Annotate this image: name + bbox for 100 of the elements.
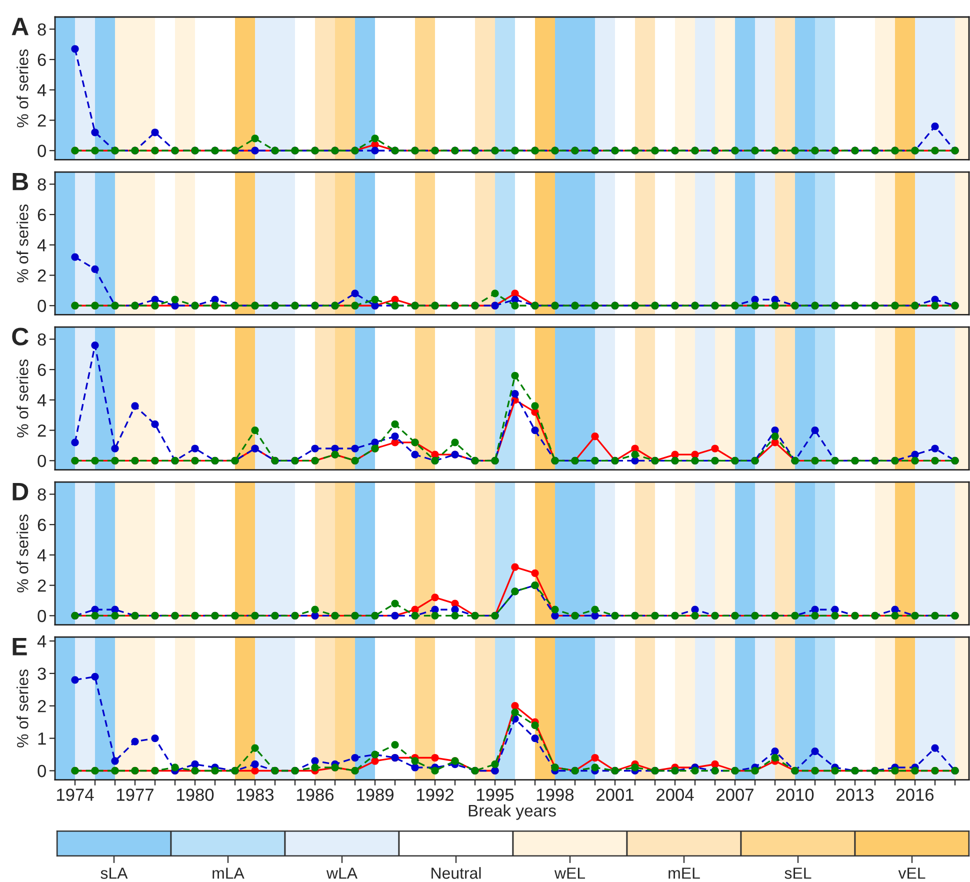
point	[411, 764, 419, 772]
point	[591, 764, 599, 772]
x-tick-label: 1998	[537, 788, 574, 801]
y-tick-label: 6	[38, 364, 46, 376]
point	[551, 606, 559, 614]
point	[351, 754, 359, 762]
point	[391, 420, 399, 428]
point	[531, 426, 539, 434]
point	[391, 740, 399, 749]
point	[531, 734, 539, 742]
x-tick-label: 1995	[477, 788, 514, 801]
point	[171, 296, 179, 304]
x-tick-label: 2004	[656, 788, 694, 801]
point	[71, 253, 79, 261]
point	[431, 754, 439, 762]
point	[511, 563, 519, 571]
point	[71, 438, 79, 446]
point	[371, 134, 379, 142]
point	[71, 676, 79, 684]
x-tick-label: 2007	[716, 788, 754, 801]
point	[451, 438, 459, 446]
chart-title: A	[12, 18, 29, 36]
point	[311, 606, 319, 614]
point	[171, 764, 179, 772]
point	[491, 290, 499, 298]
y-tick-label: 0	[38, 610, 46, 622]
point	[191, 444, 199, 452]
category-label: wEL	[554, 868, 586, 879]
point	[531, 402, 539, 410]
point	[511, 708, 519, 716]
y-tick-label: 6	[38, 518, 46, 532]
x-tick-label: 2001	[596, 788, 634, 801]
x-tick-label: 1974	[57, 788, 94, 801]
point	[311, 764, 319, 772]
point	[351, 290, 359, 298]
point	[251, 760, 259, 768]
point	[631, 764, 639, 772]
point	[391, 600, 399, 608]
point	[371, 757, 379, 765]
point	[451, 612, 459, 620]
point	[311, 444, 319, 452]
point	[251, 744, 259, 752]
category-label: mEL	[668, 868, 700, 879]
point	[811, 426, 819, 434]
point	[131, 402, 139, 410]
point	[91, 341, 99, 350]
point	[531, 569, 539, 577]
y-tick-label: 4	[37, 635, 46, 648]
point	[511, 372, 519, 380]
point	[411, 757, 419, 765]
point	[151, 734, 159, 742]
x-tick-label: 1989	[357, 788, 394, 801]
y-tick-label: 0	[38, 454, 46, 468]
y-tick-label: 2	[38, 579, 46, 592]
x-tick-label: 1983	[237, 788, 274, 801]
point	[111, 444, 119, 452]
x-tick-label: 1977	[117, 788, 154, 801]
x-tick-label: 1992	[417, 788, 454, 801]
y-tick-label: 2	[38, 114, 46, 127]
point	[91, 265, 99, 274]
point	[151, 420, 159, 428]
point	[111, 757, 119, 765]
point	[431, 766, 439, 775]
x-axis-title: Break years	[468, 804, 556, 820]
x-tick-label: 2010	[776, 788, 814, 801]
category-label: vEL	[898, 868, 926, 879]
x-tick-label: 1980	[177, 788, 214, 801]
point	[411, 450, 419, 458]
point	[151, 128, 159, 136]
category-label: mLA	[212, 868, 244, 879]
point	[531, 722, 539, 730]
point	[251, 766, 259, 775]
category-label: sEL	[784, 868, 812, 879]
y-tick-label: 2	[38, 424, 46, 437]
point	[431, 594, 439, 602]
y-tick-label: 4	[37, 549, 46, 562]
chart-title: E	[12, 638, 27, 656]
point	[931, 444, 939, 452]
y-axis-title: % of series	[16, 359, 28, 438]
chart-title: D	[12, 482, 28, 500]
point	[191, 760, 199, 768]
y-tick-label: 2	[38, 269, 46, 282]
point	[931, 744, 939, 752]
point	[351, 444, 359, 452]
point	[491, 760, 499, 768]
y-tick-label: 8	[38, 178, 46, 191]
point	[71, 45, 79, 53]
category-label: Neutral	[432, 867, 481, 879]
y-tick-label: 4	[37, 84, 46, 96]
y-tick-label: 6	[38, 208, 46, 221]
y-tick-label: 0	[38, 144, 46, 158]
point	[251, 134, 259, 142]
point	[511, 390, 519, 398]
point	[511, 302, 519, 310]
chart-title: C	[12, 328, 28, 346]
category-label: sLA	[100, 868, 128, 879]
y-axis-title: % of series	[16, 514, 28, 592]
y-axis-title: % of series	[16, 670, 28, 748]
point	[771, 754, 779, 762]
x-tick-label: 1986	[297, 788, 334, 801]
